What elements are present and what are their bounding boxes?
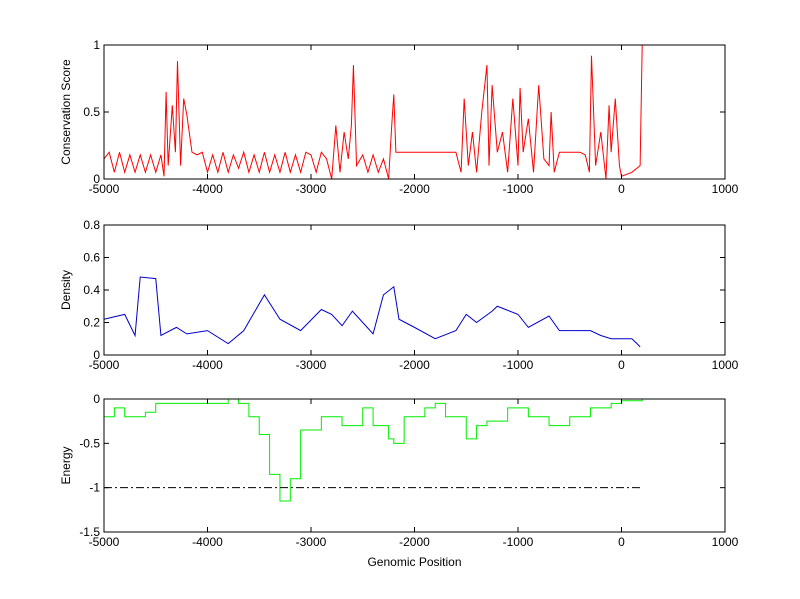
x-tick-label: 0 [618,182,625,196]
x-tick-label: -2000 [399,535,430,549]
data-line [103,44,643,180]
y-axis-label: Conservation Score [59,59,73,165]
x-tick-label: 0 [618,535,625,549]
x-tick-label: -1000 [503,358,534,372]
data-line [103,276,641,348]
y-tick-label: 0.5 [83,105,100,119]
x-tick-label: -3000 [296,182,327,196]
y-tick-label: 1 [93,38,100,52]
x-tick-label: -2000 [399,358,430,372]
plot-area [104,399,725,532]
y-tick-label: 0 [93,172,100,186]
x-axis-label: Genomic Position [367,555,461,569]
x-tick-label: -3000 [296,358,327,372]
y-tick-label: 0.8 [83,218,100,232]
y-tick-label: 0.2 [83,316,100,330]
x-tick-label: 1000 [712,182,739,196]
y-tick-label: -1 [89,481,100,495]
x-tick-label: -2000 [399,182,430,196]
x-tick-label: -4000 [192,182,223,196]
x-tick-label: -3000 [296,535,327,549]
x-tick-label: -5000 [89,358,120,372]
x-tick-label: -4000 [192,358,223,372]
plot-area [104,45,725,179]
x-tick-label: 1000 [712,535,739,549]
y-tick-label: 0.6 [83,251,100,265]
plot-area [104,225,725,355]
y-axis-label: Energy [59,446,73,484]
y-axis-label: Density [59,270,73,310]
x-tick-label: -5000 [89,535,120,549]
x-tick-label: -1000 [503,535,534,549]
y-tick-label: 0.4 [83,283,100,297]
y-tick-label: -0.5 [79,436,100,450]
y-tick-label: 0 [93,348,100,362]
x-tick-label: -4000 [192,535,223,549]
x-tick-label: -1000 [503,182,534,196]
y-tick-label: -1.5 [79,525,100,539]
x-tick-label: 1000 [712,358,739,372]
x-tick-label: 0 [618,358,625,372]
x-tick-label: -5000 [89,182,120,196]
y-tick-label: 0 [93,392,100,406]
